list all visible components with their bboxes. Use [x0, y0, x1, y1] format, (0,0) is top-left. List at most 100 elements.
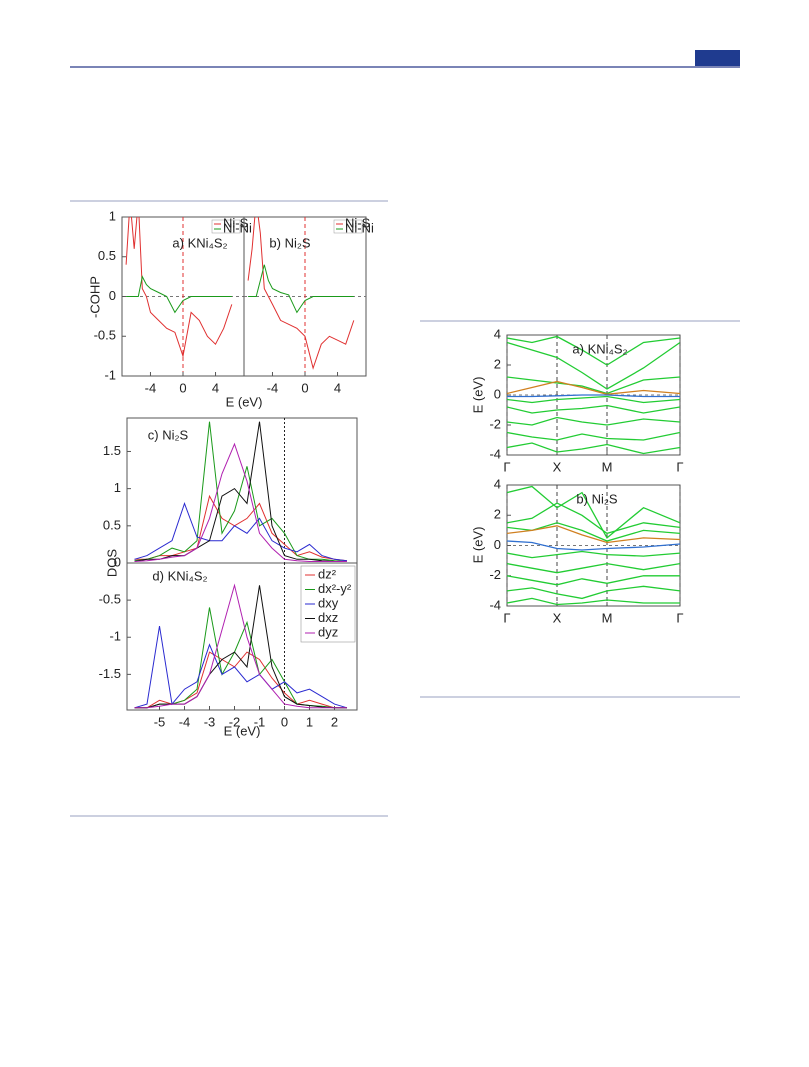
y-tick-label: 4	[494, 326, 501, 341]
x-tick-label: 0	[301, 380, 308, 395]
series-line	[248, 264, 354, 314]
legend-label: dx²-y²	[318, 581, 352, 596]
x-tick-label: 4	[212, 380, 219, 395]
series-line	[125, 217, 233, 359]
header-box	[695, 50, 740, 66]
series-line	[507, 550, 680, 559]
y-tick-label: -2	[489, 567, 501, 582]
x-tick-label: X	[553, 610, 562, 625]
x-tick-label: 1	[306, 714, 313, 729]
y-tick-label: -1	[109, 629, 121, 644]
x-axis-label: E (eV)	[224, 723, 261, 738]
x-tick-label: -4	[145, 380, 157, 395]
x-tick-label: -2	[229, 714, 241, 729]
y-tick-label: 1.5	[103, 443, 121, 458]
x-tick-label: 4	[334, 380, 341, 395]
x-tick-label: -5	[154, 714, 166, 729]
x-tick-label: X	[553, 459, 562, 474]
x-tick-label: 2	[331, 714, 338, 729]
series-line	[507, 404, 680, 414]
y-tick-label: 0	[114, 554, 121, 569]
y-tick-label: 1	[109, 208, 116, 223]
y-tick-label: 0.5	[103, 517, 121, 532]
series-line	[134, 626, 348, 709]
x-tick-label: -1	[254, 714, 266, 729]
series-line	[134, 583, 347, 709]
panel-label: b) Ni₂S	[269, 235, 310, 250]
x-tick-label: -4	[267, 380, 279, 395]
y-axis-label: E (eV)	[470, 377, 485, 414]
y-tick-label: 2	[494, 356, 501, 371]
legend-box	[211, 219, 241, 234]
legend-label: dz²	[318, 566, 337, 581]
series-line	[507, 525, 680, 544]
y-axis-label: DOS	[104, 549, 119, 578]
x-tick-label: M	[602, 610, 613, 625]
series-line	[507, 395, 680, 404]
legend-label: dxy	[318, 595, 339, 610]
legend-label: dyz	[318, 624, 338, 639]
y-tick-label: -0.5	[99, 592, 121, 607]
legend-box	[333, 219, 363, 234]
series-line	[507, 394, 680, 398]
plot-lines	[247, 217, 355, 370]
x-tick-label: Γ	[503, 610, 510, 625]
x-tick-label: 0	[281, 714, 288, 729]
y-tick-label: 4	[494, 476, 501, 491]
y-tick-label: 1	[114, 480, 121, 495]
series-line	[247, 217, 355, 370]
series-line	[507, 562, 680, 574]
y-axis-label: -COHP	[87, 276, 102, 318]
x-tick-label: -4	[179, 714, 191, 729]
x-tick-label: Γ	[676, 459, 683, 474]
legend-label: dxz	[318, 610, 338, 625]
series-line	[507, 597, 680, 606]
series-line	[126, 275, 232, 314]
series-line	[134, 421, 348, 562]
y-tick-label: -0.5	[94, 328, 116, 343]
y-tick-label: -2	[489, 416, 501, 431]
x-tick-label: Γ	[503, 459, 510, 474]
plot-lines	[507, 485, 680, 606]
y-tick-label: 0	[494, 386, 501, 401]
y-tick-label: 0	[109, 288, 116, 303]
panel-label: c) Ni₂S	[148, 427, 189, 442]
series-line	[507, 485, 680, 539]
series-line	[134, 651, 347, 709]
y-tick-label: -4	[489, 597, 501, 612]
y-tick-label: 0.5	[98, 248, 116, 263]
series-line	[507, 380, 680, 395]
y-tick-label: -4	[489, 446, 501, 461]
x-tick-label: Γ	[676, 610, 683, 625]
x-axis-label: E (eV)	[226, 394, 263, 409]
legend-label: Ni-S	[223, 215, 249, 230]
series-line	[507, 335, 680, 366]
y-tick-label: -1.5	[99, 666, 121, 681]
series-line	[134, 494, 348, 562]
series-line	[134, 502, 348, 562]
legend-label: Ni-Ni	[223, 220, 252, 235]
panel-label: d) KNi₄S₂	[152, 568, 207, 583]
y-tick-label: -1	[104, 367, 116, 382]
legend-label: Ni-S	[345, 215, 371, 230]
series-line	[507, 376, 680, 395]
legend-label: Ni-Ni	[345, 220, 374, 235]
panel-label: a) KNi₄S₂	[572, 341, 627, 356]
plot-lines	[125, 217, 233, 359]
plot-frame	[126, 562, 358, 711]
y-tick-label: 2	[494, 507, 501, 522]
series-line	[134, 421, 347, 562]
x-tick-label: M	[602, 459, 613, 474]
series-line	[507, 502, 680, 535]
plot-lines	[507, 335, 680, 455]
panel-label: a) KNi₄S₂	[172, 235, 227, 250]
series-line	[507, 540, 680, 551]
y-tick-label: 0	[494, 537, 501, 552]
series-line	[507, 585, 680, 600]
series-line	[134, 442, 347, 562]
x-tick-label: -3	[204, 714, 216, 729]
plot-lines	[134, 421, 348, 562]
x-tick-label: 0	[179, 380, 186, 395]
plot-lines	[134, 583, 348, 709]
y-axis-label: E (eV)	[470, 527, 485, 564]
